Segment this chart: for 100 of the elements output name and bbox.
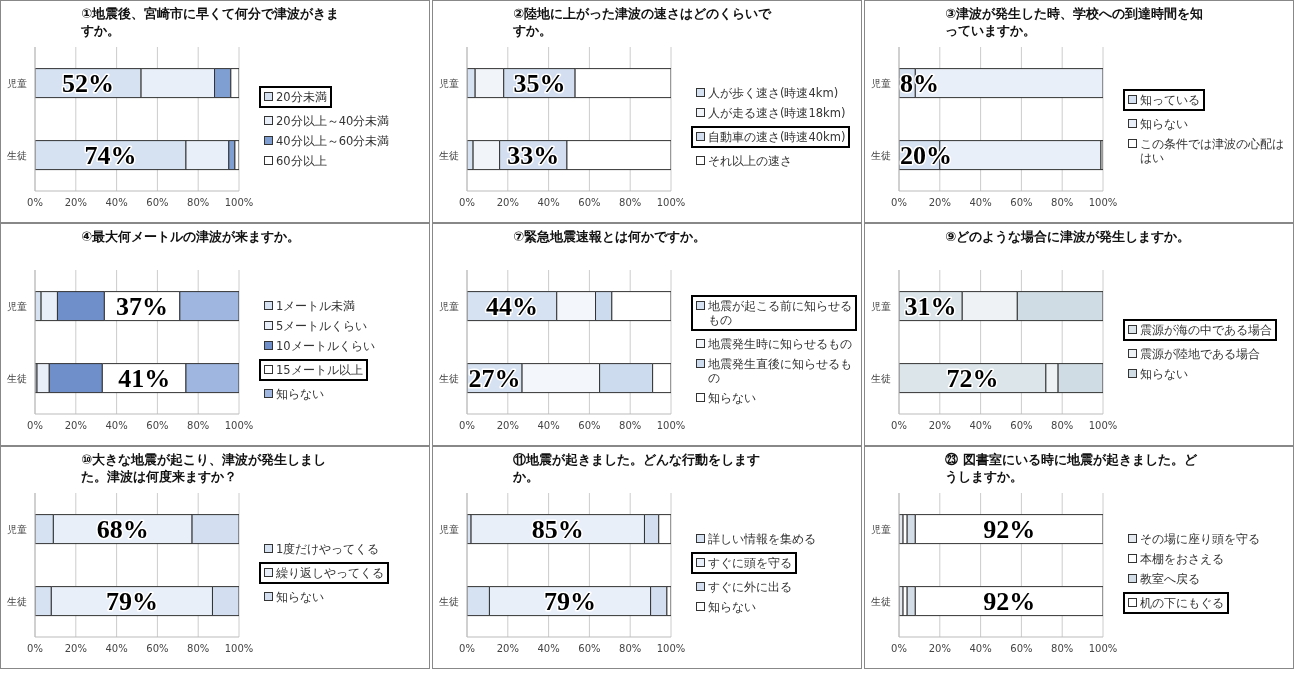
x-tick-label: 80%	[187, 420, 210, 432]
legend-label: 繰り返しやってくる	[276, 566, 384, 580]
x-tick-label: 100%	[224, 197, 254, 209]
legend-label: 詳しい情報を集める	[708, 532, 816, 546]
y-tick-label: 生徒	[7, 149, 27, 161]
legend-label: 知らない	[276, 387, 324, 401]
y-tick-label: 児童	[871, 523, 891, 535]
data-label: 68%	[96, 514, 149, 544]
x-tick-label: 60%	[146, 197, 169, 209]
legend-label: 本棚をおさえる	[1140, 552, 1224, 566]
chart-title: ①地震後、宮崎市に早くて何分で津波がきますか。	[80, 5, 340, 40]
x-tick-label: 100%	[1088, 420, 1118, 432]
data-label: 74%	[84, 140, 137, 170]
x-tick-label: 80%	[619, 643, 642, 655]
legend-label: 40分以上～60分未満	[276, 134, 390, 148]
x-tick-label: 80%	[619, 420, 642, 432]
legend-label: 地震発生時に知らせるもの	[708, 337, 852, 351]
chart-title: ②陸地に上がった津波の速さはどのくらいですか。	[512, 5, 773, 40]
x-tick-label: 40%	[105, 643, 128, 655]
x-tick-label: 20%	[64, 197, 87, 209]
y-tick-label: 生徒	[7, 372, 27, 384]
y-tick-label: 生徒	[871, 149, 891, 161]
legend-label: それ以上の速さ	[708, 154, 792, 168]
data-label: 27%	[468, 363, 521, 393]
x-tick-label: 60%	[578, 420, 601, 432]
data-label: 79%	[544, 586, 597, 616]
y-tick-label: 児童	[871, 300, 891, 312]
x-tick-label: 100%	[656, 643, 686, 655]
data-label: 79%	[105, 586, 158, 616]
x-tick-label: 60%	[578, 643, 601, 655]
x-tick-label: 100%	[656, 197, 686, 209]
chart-title: ⑨どのような場合に津波が発生しますか。	[944, 228, 1191, 246]
legend-label: この条件では津波の心配ははい	[1140, 137, 1284, 165]
data-label: 85%	[531, 514, 584, 544]
y-tick-label: 生徒	[439, 149, 459, 161]
x-tick-label: 40%	[537, 643, 560, 655]
legend-label: 知らない	[276, 590, 324, 604]
y-tick-label: 児童	[7, 523, 27, 535]
x-tick-label: 100%	[224, 643, 254, 655]
data-label: 41%	[118, 363, 171, 393]
x-tick-label: 20%	[928, 420, 951, 432]
x-tick-label: 40%	[969, 643, 992, 655]
legend-label: 10メートルくらい	[276, 339, 375, 353]
data-label: 72%	[946, 363, 999, 393]
y-tick-label: 生徒	[871, 372, 891, 384]
chart-title: ㉓ 図書室にいる時に地震が起きました。どうしますか。	[944, 451, 1198, 486]
x-tick-label: 40%	[969, 197, 992, 209]
x-tick-label: 40%	[537, 420, 560, 432]
legend-label: 震源が陸地である場合	[1140, 347, 1260, 361]
x-tick-label: 0%	[891, 197, 907, 209]
y-tick-label: 児童	[7, 77, 27, 89]
legend-label: 知らない	[708, 391, 756, 405]
x-tick-label: 100%	[1088, 643, 1118, 655]
legend-label: 1度だけやってくる	[276, 542, 380, 556]
y-tick-label: 生徒	[7, 595, 27, 607]
x-tick-label: 0%	[27, 420, 43, 432]
y-tick-label: 生徒	[871, 595, 891, 607]
data-label: 92%	[983, 586, 1036, 616]
x-tick-label: 40%	[105, 420, 128, 432]
y-tick-label: 児童	[439, 77, 459, 89]
legend-label: 知らない	[1140, 117, 1188, 131]
data-label: 35%	[513, 68, 566, 98]
legend-label: 自動車の速さ(時速40km)	[708, 130, 846, 144]
x-tick-label: 20%	[496, 420, 519, 432]
x-tick-label: 60%	[1010, 420, 1033, 432]
x-tick-label: 0%	[27, 643, 43, 655]
legend-label: 地震が起こる前に知らせるもの	[708, 299, 852, 327]
legend-label: 教室へ戻る	[1140, 572, 1200, 586]
rectangle-outline: 知っている	[1123, 89, 1205, 111]
y-tick-label: 児童	[871, 77, 891, 89]
x-tick-label: 60%	[1010, 643, 1033, 655]
chart-title: ⑩大きな地震が起こり、津波が発生しました。津波は何度来ますか？	[80, 451, 327, 486]
x-tick-label: 20%	[928, 197, 951, 209]
legend-label: 15メートル以上	[276, 363, 363, 377]
x-tick-label: 40%	[969, 420, 992, 432]
legend-label: 20分以上～40分未満	[276, 114, 390, 128]
data-label: 33%	[507, 140, 560, 170]
x-tick-label: 80%	[187, 197, 210, 209]
x-tick-label: 0%	[891, 420, 907, 432]
y-tick-label: 児童	[439, 300, 459, 312]
x-tick-label: 0%	[459, 643, 475, 655]
chart-title: ⑦緊急地震速報とは何かですか。	[512, 228, 707, 246]
x-tick-label: 20%	[496, 197, 519, 209]
x-tick-label: 40%	[537, 197, 560, 209]
chart-title: ③津波が発生した時、学校への到達時間を知っていますか。	[944, 5, 1204, 40]
legend-label: 知っている	[1140, 93, 1200, 107]
legend-label: その場に座り頭を守る	[1140, 532, 1260, 546]
rectangle-outline: 震源が海の中である場合	[1123, 319, 1277, 341]
x-tick-label: 100%	[224, 420, 254, 432]
x-tick-label: 0%	[891, 643, 907, 655]
x-tick-label: 100%	[1088, 197, 1118, 209]
x-tick-label: 60%	[146, 420, 169, 432]
legend-label: 20分未満	[276, 90, 327, 104]
legend-label: 知らない	[1140, 367, 1188, 381]
y-tick-label: 生徒	[439, 595, 459, 607]
legend-label: 1メートル未満	[276, 299, 356, 313]
rectangle-outline: 20分未満	[259, 86, 332, 108]
rectangle-outline: すぐに頭を守る	[691, 552, 797, 574]
legend-label: 人が歩く速さ(時速4km)	[708, 86, 839, 100]
x-tick-label: 0%	[27, 197, 43, 209]
